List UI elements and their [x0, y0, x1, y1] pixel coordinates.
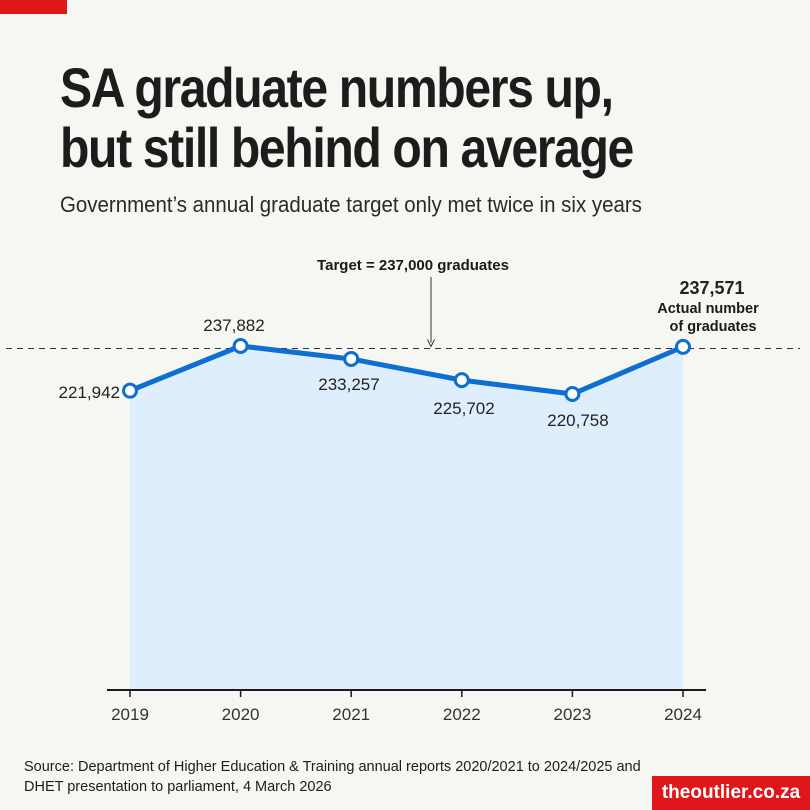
- x-tick-label: 2020: [222, 705, 260, 724]
- area-fill: [130, 346, 683, 690]
- x-tick-label: 2021: [332, 705, 370, 724]
- annotation-line-1: Actual number: [657, 301, 759, 317]
- data-label: 225,702: [433, 399, 494, 418]
- data-point: [453, 372, 470, 389]
- data-label: 221,942: [59, 383, 120, 402]
- data-label: 237,882: [203, 316, 264, 335]
- data-point: [343, 350, 360, 367]
- target-label: Target = 237,000 graduates: [317, 257, 509, 274]
- data-point: [675, 338, 691, 355]
- x-tick-label: 2024: [664, 705, 702, 724]
- graduates-line-chart: Target = 237,000 graduates 2019 2020 2021 20…: [6, 257, 800, 724]
- series-line: [127, 343, 686, 397]
- source-note: Source: Department of Higher Education &…: [24, 757, 724, 797]
- data-label: 220,758: [547, 411, 608, 430]
- annotation-line-2: of graduates: [669, 319, 756, 335]
- target-arrow-head: [427, 339, 435, 348]
- x-tick-label: 2019: [111, 705, 149, 724]
- x-tick-label: 2022: [443, 705, 481, 724]
- data-point: [122, 382, 138, 399]
- accent-bar: [0, 0, 67, 14]
- brand-badge: theoutlier.co.za: [652, 776, 810, 810]
- data-point: [564, 386, 581, 402]
- subtitle: Government’s annual graduate target only…: [60, 192, 642, 217]
- x-tick-label: 2023: [553, 705, 591, 724]
- source-line-2: DHET presentation to parliament, 4 March…: [24, 779, 332, 795]
- data-label: 237,571: [679, 278, 744, 298]
- title-line-2: but still behind on average: [60, 116, 634, 179]
- data-point: [232, 338, 249, 354]
- page-title: SA graduate numbers up, but still behind…: [60, 58, 696, 178]
- data-label: 233,257: [318, 375, 379, 394]
- title-line-1: SA graduate numbers up,: [60, 56, 614, 119]
- source-line-1: Source: Department of Higher Education &…: [24, 759, 641, 775]
